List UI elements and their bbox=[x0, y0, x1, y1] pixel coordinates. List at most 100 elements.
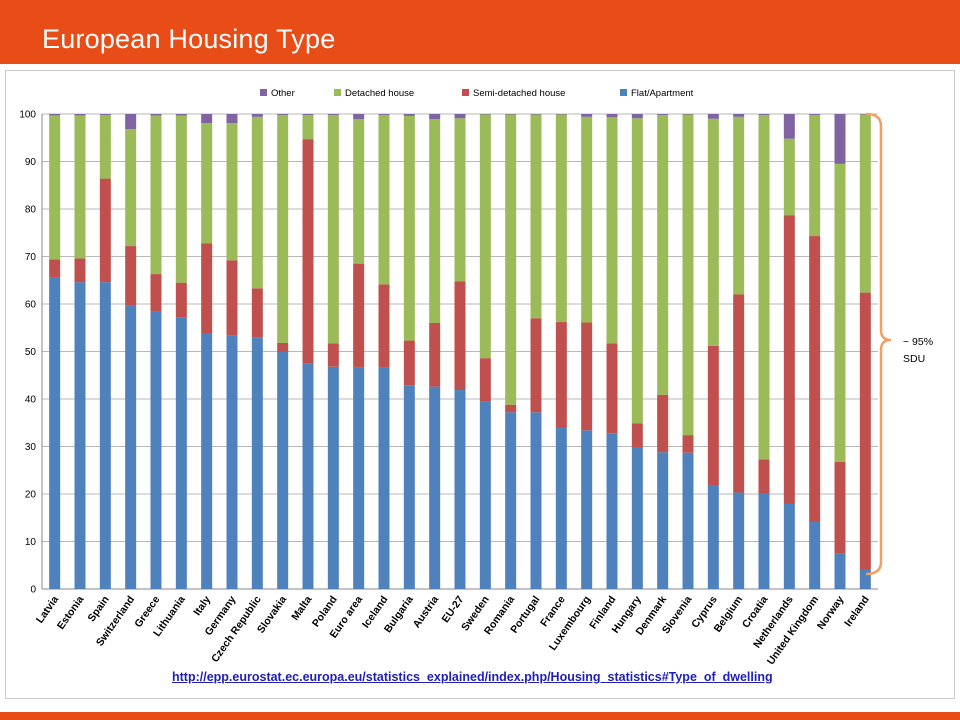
bar-segment bbox=[251, 114, 263, 117]
y-tick-label: 10 bbox=[25, 537, 37, 548]
y-tick-label: 80 bbox=[25, 205, 37, 216]
bar-segment bbox=[125, 114, 137, 130]
bar-segment bbox=[429, 386, 441, 589]
bar-segment bbox=[733, 114, 745, 117]
bar-segment bbox=[150, 114, 162, 116]
bar-segment bbox=[49, 114, 61, 116]
bar-segment bbox=[581, 116, 593, 323]
bar-segment bbox=[479, 114, 491, 359]
bar-segment bbox=[454, 281, 466, 390]
y-tick-label: 30 bbox=[25, 442, 37, 453]
bar-segment bbox=[505, 412, 517, 589]
y-tick-label: 100 bbox=[19, 110, 36, 121]
bar-segment bbox=[251, 288, 263, 338]
bar-segment bbox=[758, 493, 770, 589]
bar-segment bbox=[74, 258, 86, 283]
bar-segment bbox=[581, 430, 593, 589]
bar-segment bbox=[479, 401, 491, 589]
bar-segment bbox=[682, 114, 694, 436]
bar-segment bbox=[657, 114, 669, 395]
y-tick-label: 70 bbox=[25, 252, 37, 263]
bar-segment bbox=[150, 311, 162, 589]
y-tick-label: 90 bbox=[25, 157, 37, 168]
bar-segment bbox=[555, 427, 567, 589]
bar-segment bbox=[707, 114, 719, 119]
bar-segment bbox=[606, 114, 618, 118]
x-tick-label: Italy bbox=[191, 594, 213, 618]
bar-segment bbox=[606, 343, 618, 434]
bar-segment bbox=[505, 114, 517, 405]
bar-segment bbox=[733, 116, 745, 295]
bar-segment bbox=[834, 553, 846, 590]
bar-segment bbox=[226, 335, 238, 589]
bar-segment bbox=[150, 115, 162, 275]
source-link[interactable]: http://epp.eurostat.ec.europa.eu/statist… bbox=[172, 670, 773, 684]
bar-segment bbox=[125, 305, 137, 589]
bar-segment bbox=[201, 243, 213, 334]
bar-segment bbox=[783, 138, 795, 216]
bar-segment bbox=[606, 117, 618, 344]
bar-segment bbox=[809, 114, 821, 115]
bar-segment bbox=[201, 333, 213, 589]
bar-segment bbox=[859, 114, 871, 293]
bar-segment bbox=[657, 114, 669, 115]
bar-segment bbox=[302, 114, 314, 140]
bar-segment bbox=[302, 114, 314, 115]
bar-segment bbox=[403, 385, 415, 589]
bar-segment bbox=[99, 282, 111, 589]
bar-segment bbox=[353, 114, 365, 120]
bar-segment bbox=[530, 114, 542, 319]
bar-segment bbox=[49, 115, 61, 260]
bar-segment bbox=[277, 351, 289, 589]
bar-segment bbox=[783, 503, 795, 589]
slide-title: European Housing Type bbox=[42, 24, 336, 54]
bar-segment bbox=[505, 404, 517, 413]
bar-segment bbox=[327, 343, 339, 367]
bar-segment bbox=[353, 367, 365, 589]
bar-segment bbox=[454, 118, 466, 282]
bar-segment bbox=[125, 129, 137, 247]
bar-segment bbox=[631, 423, 643, 448]
bar-segment bbox=[707, 484, 719, 589]
bar-segment bbox=[201, 123, 213, 244]
bar-segment bbox=[657, 452, 669, 589]
legend-swatch bbox=[462, 89, 469, 96]
bar-segment bbox=[631, 447, 643, 589]
chart-frame bbox=[5, 70, 955, 699]
bar-segment bbox=[403, 115, 415, 341]
bar-segment bbox=[150, 274, 162, 312]
bar-segment bbox=[251, 116, 263, 289]
x-tick-label: Austria bbox=[411, 594, 442, 631]
bar-segment bbox=[707, 345, 719, 485]
bar-segment bbox=[733, 492, 745, 589]
bar-segment bbox=[834, 114, 846, 164]
legend-label: Detached house bbox=[345, 88, 414, 99]
y-tick-label: 0 bbox=[30, 585, 36, 596]
bar-segment bbox=[74, 282, 86, 589]
bar-segment bbox=[682, 435, 694, 453]
y-tick-label: 50 bbox=[25, 347, 37, 358]
bar-segment bbox=[226, 114, 238, 124]
bar-segment bbox=[707, 118, 719, 346]
annotation-line-2: SDU bbox=[903, 353, 925, 365]
bar-segment bbox=[631, 114, 643, 119]
bar-segment bbox=[49, 277, 61, 590]
bar-segment bbox=[49, 259, 61, 278]
footer-bar bbox=[0, 712, 960, 720]
bar-segment bbox=[454, 114, 466, 119]
bar-segment bbox=[378, 284, 390, 368]
y-tick-label: 60 bbox=[25, 300, 37, 311]
legend-swatch bbox=[260, 89, 267, 96]
bar-segment bbox=[834, 461, 846, 554]
bar-segment bbox=[175, 282, 187, 318]
legend-label: Flat/Apartment bbox=[631, 88, 694, 99]
bar-segment bbox=[758, 459, 770, 494]
bar-segment bbox=[99, 114, 111, 115]
bar-segment bbox=[429, 119, 441, 323]
bar-segment bbox=[682, 452, 694, 589]
bar-segment bbox=[99, 178, 111, 283]
bar-segment bbox=[378, 114, 390, 115]
bar-segment bbox=[631, 118, 643, 424]
bar-segment bbox=[606, 433, 618, 589]
bar-segment bbox=[429, 323, 441, 387]
